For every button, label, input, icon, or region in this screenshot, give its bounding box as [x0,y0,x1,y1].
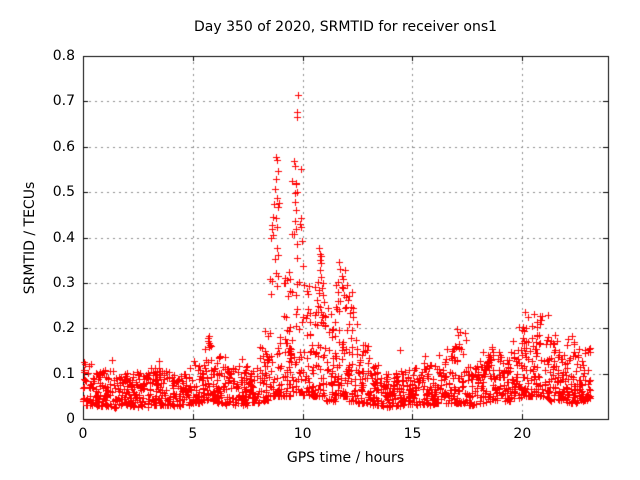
x-tick-label: 0 [78,426,88,442]
y-tick-label: 0.7 [52,93,75,110]
y-tick-label: 0.1 [52,365,75,382]
y-tick-label: 0.3 [52,274,75,291]
y-tick-label: 0.6 [52,138,75,155]
x-axis-label: GPS time / hours [286,450,405,466]
y-tick-label: 0.5 [52,184,75,201]
chart-title: Day 350 of 2020, SRMTID for receiver ons… [193,19,498,35]
y-tick-label: 0 [66,411,75,427]
y-tick-label: 0.2 [52,320,75,337]
y-tick-label: 0.4 [52,229,75,246]
x-tick-label: 20 [513,426,532,442]
y-tick-label: 0.8 [52,48,75,64]
x-tick-label: 15 [403,426,422,442]
x-tick-label: 5 [188,426,198,442]
x-tick-label: 10 [293,426,312,442]
